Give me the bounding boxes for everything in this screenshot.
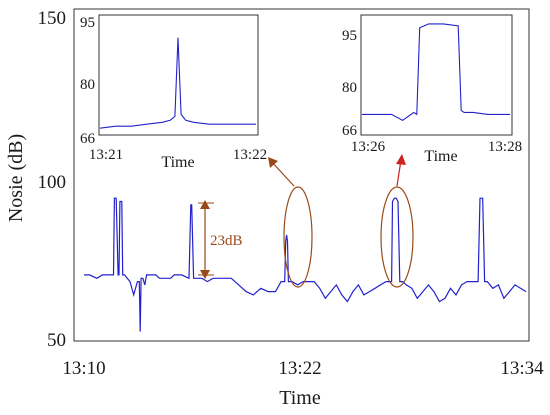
x-axis-title: Time xyxy=(279,387,321,409)
difference-label: 23dB xyxy=(210,233,243,249)
peak-highlight-ellipse-left xyxy=(283,186,313,288)
x-tick-label-1310: 13:10 xyxy=(62,358,105,379)
y-tick-label-50: 50 xyxy=(47,330,66,351)
inset-plot-left: 95 80 66 13:21 13:22 Time xyxy=(80,14,267,171)
leader-arrow-right-head xyxy=(396,154,406,165)
x-tick-label-1322: 13:22 xyxy=(278,358,321,379)
inset-right-x-tick-1326: 13:26 xyxy=(351,139,386,155)
x-tick-label-1334: 13:34 xyxy=(500,358,544,379)
inset-right-x-tick-1328: 13:28 xyxy=(488,139,522,155)
difference-annotation: 23dB xyxy=(198,200,243,279)
inset-left-y-tick-95: 95 xyxy=(80,15,95,31)
inset-right-x-title: Time xyxy=(424,148,457,165)
y-tick-label-100: 100 xyxy=(38,172,67,193)
inset-left-series-line xyxy=(99,37,256,129)
difference-arrow-head-top xyxy=(200,200,210,209)
main-series-line xyxy=(84,197,527,332)
leader-arrow-left-head xyxy=(268,157,278,168)
inset-left-frame xyxy=(98,14,259,136)
inset-left-x-tick-1322: 13:22 xyxy=(233,147,267,163)
inset-left-x-tick-1321: 13:21 xyxy=(89,147,123,163)
peak-highlight-ellipse-right xyxy=(380,186,414,288)
inset-right-y-tick-95: 95 xyxy=(342,28,357,44)
inset-right-series-line xyxy=(362,23,510,121)
inset-left-y-tick-66: 66 xyxy=(80,131,96,147)
inset-right-y-tick-80: 80 xyxy=(342,80,357,96)
inset-plot-right: 95 80 66 13:26 13:28 Time xyxy=(342,14,522,165)
inset-left-x-title: Time xyxy=(161,154,194,171)
inset-right-y-tick-66: 66 xyxy=(342,123,358,139)
y-tick-label-150: 150 xyxy=(38,8,67,29)
y-axis-title: Nosie (dB) xyxy=(5,134,27,222)
main-plot-frame xyxy=(73,8,530,342)
inset-right-frame xyxy=(360,14,513,136)
inset-left-y-tick-80: 80 xyxy=(80,77,95,93)
